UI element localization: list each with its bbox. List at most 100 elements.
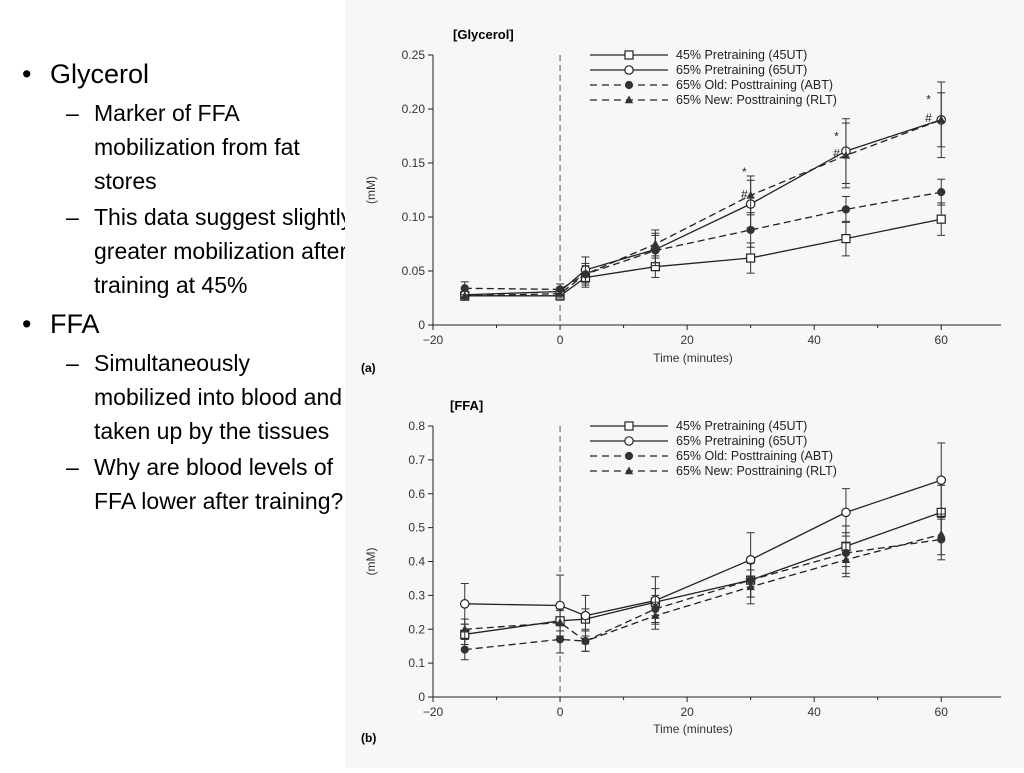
legend-label: 45% Pretraining (45UT) xyxy=(676,48,807,62)
data-point-triangle xyxy=(841,150,851,159)
x-tick-label: 20 xyxy=(680,333,694,347)
x-tick-label: 60 xyxy=(935,705,949,719)
data-point-triangle xyxy=(746,190,755,199)
data-point-triangle xyxy=(460,291,469,300)
data-point-dot xyxy=(460,284,469,293)
series-2 xyxy=(459,81,947,301)
legend-label: 65% New: Posttraining (RLT) xyxy=(676,93,837,107)
chart-title: [FFA] xyxy=(450,398,483,413)
data-point-circle xyxy=(459,599,470,609)
y-tick-label: 0 xyxy=(418,690,425,704)
y-tick-label: 0.7 xyxy=(408,453,425,467)
data-point-dot xyxy=(841,205,851,214)
data-point-dot xyxy=(555,635,565,644)
sub-bullet-text: Why are blood levels of FFA lower after … xyxy=(94,454,344,514)
series-line xyxy=(464,191,942,291)
y-tick-label: 0.2 xyxy=(408,622,425,636)
sub-bullet-dash: – xyxy=(66,100,79,126)
sub-bullet-dash: – xyxy=(66,204,79,230)
sub-bullet-text: Marker of FFA mobilization from fat stor… xyxy=(94,100,300,194)
sub-bullet-simultaneous: – Simultaneously mobilized into blood and… xyxy=(18,346,353,448)
chart-ffa: [FFA](b)00.10.20.30.40.50.60.70.8−20 0 20 4… xyxy=(361,398,1001,745)
x-tick-label: 0 xyxy=(557,333,564,347)
slide-text: • Glycerol – Marker of FFA mobilization fr… xyxy=(18,58,353,524)
series-line xyxy=(464,218,942,297)
bullet-title-glycerol: Glycerol xyxy=(50,59,150,89)
data-point-circle xyxy=(580,610,591,621)
series-line xyxy=(464,119,942,297)
x-tick-label: 60 xyxy=(935,333,949,347)
panel-label: (a) xyxy=(361,361,376,375)
sub-bullet-text: This data suggest slightly greater mobil… xyxy=(94,204,353,298)
y-axis-label: (mM) xyxy=(364,548,378,576)
data-point-dot xyxy=(624,451,634,461)
series-line xyxy=(464,538,942,651)
sub-bullet-dash: – xyxy=(66,350,79,376)
x-tick-label: 20 xyxy=(680,705,694,719)
data-point-circle xyxy=(936,475,947,485)
bullet-title-ffa: FFA xyxy=(50,309,100,339)
legend-label: 65% Pretraining (65UT) xyxy=(676,434,807,448)
x-tick-label: 0 xyxy=(557,705,564,719)
series-3 xyxy=(460,518,946,661)
legend-label: 45% Pretraining (45UT) xyxy=(676,419,807,433)
series-3 xyxy=(460,178,946,296)
y-tick-label: 0.1 xyxy=(408,656,425,670)
data-point-triangle xyxy=(460,624,469,633)
legend-label: 65% Pretraining (65UT) xyxy=(676,63,807,77)
data-point-square xyxy=(624,421,634,431)
data-point-dot xyxy=(937,188,946,197)
data-point-dot xyxy=(624,80,634,90)
y-axis-label: (mM) xyxy=(364,176,378,204)
bullet-dot: • xyxy=(22,309,32,339)
y-tick-label: 0.20 xyxy=(402,102,426,116)
series-1 xyxy=(460,202,946,301)
y-tick-label: 0.8 xyxy=(408,419,425,433)
chart-title: [Glycerol] xyxy=(453,27,514,42)
figure-panel: [Glycerol] (a) 0 0.05 0.10 0.15 0.20 0.25 −20 0 20… xyxy=(345,0,1024,768)
data-point-triangle xyxy=(555,289,565,297)
x-tick-label: 40 xyxy=(807,333,821,347)
y-tick-label: 0.05 xyxy=(402,264,426,278)
sub-bullet-dash: – xyxy=(66,454,79,480)
x-axis-label: Time (minutes) xyxy=(653,722,733,736)
sub-bullet-text: Simultaneously mobilized into blood and … xyxy=(94,350,343,444)
sub-bullet-marker: – Marker of FFA mobilization from fat sto… xyxy=(18,96,353,198)
y-tick-label: 0.10 xyxy=(402,210,426,224)
legend-label: 65% New: Posttraining (RLT) xyxy=(676,464,837,478)
sub-bullet-question: – Why are blood levels of FFA lower after… xyxy=(18,450,353,518)
series-line xyxy=(464,533,942,642)
series-4 xyxy=(460,513,946,652)
data-point-triangle xyxy=(581,636,590,645)
significance-mark: * xyxy=(834,129,839,143)
data-point-triangle xyxy=(555,617,565,626)
legend-label: 65% Old: Posttraining (ABT) xyxy=(676,449,833,463)
x-tick-label: −20 xyxy=(423,333,444,347)
data-point-triangle xyxy=(937,529,946,538)
data-point-dot xyxy=(746,225,755,235)
data-point-triangle xyxy=(581,269,590,278)
data-point-triangle xyxy=(746,582,755,591)
bullet-dot: • xyxy=(22,59,32,89)
legend-label: 65% Old: Posttraining (ABT) xyxy=(676,78,833,92)
legend: 45% Pretraining (45UT)65% Pretraining (6… xyxy=(590,48,837,107)
data-point-triangle xyxy=(624,95,634,104)
data-point-triangle xyxy=(651,239,660,248)
figure-svg: [Glycerol](a)00.050.100.150.200.25−20 0 20… xyxy=(361,27,1001,745)
x-tick-label: 40 xyxy=(807,705,821,719)
significance-mark: * xyxy=(742,165,747,179)
data-point-dot xyxy=(460,645,469,654)
y-tick-label: 0.3 xyxy=(408,588,425,602)
data-point-square xyxy=(936,214,946,224)
data-point-square xyxy=(624,50,634,60)
series-1 xyxy=(460,484,946,645)
y-tick-label: 0.6 xyxy=(408,487,425,501)
y-tick-label: 0 xyxy=(418,318,425,332)
significance-mark: # xyxy=(741,188,748,202)
y-tick-label: 0.5 xyxy=(408,521,425,535)
bullet-ffa: • FFA xyxy=(18,308,353,341)
chart-glycerol: [Glycerol](a)00.050.100.150.200.25−20 0 20… xyxy=(361,27,1001,375)
bullet-group-ffa: • FFA – Simultaneously mobilized into bloo… xyxy=(18,308,353,518)
series-line xyxy=(464,479,942,617)
data-point-triangle xyxy=(624,466,634,475)
